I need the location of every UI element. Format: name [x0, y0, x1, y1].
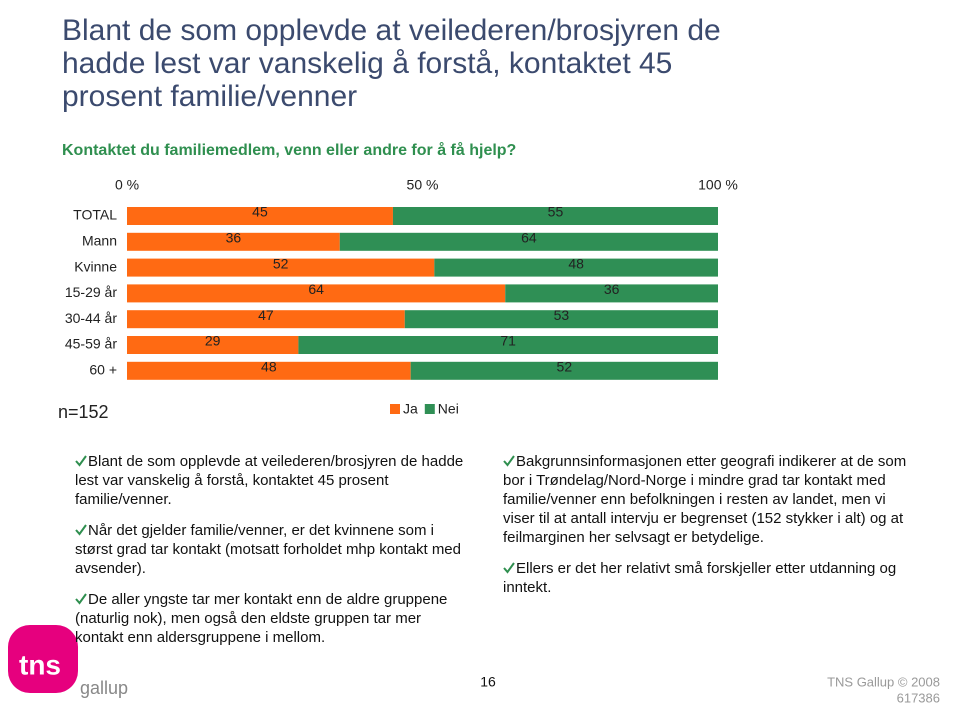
bullet-text: Bakgrunnsinformasjonen etter geografi in…: [503, 453, 907, 546]
value-label: 64: [308, 281, 324, 297]
y-tick-label: Mann: [82, 233, 117, 249]
legend-swatch: [424, 404, 435, 414]
value-label: 71: [500, 333, 516, 349]
bar-segment: [392, 207, 718, 225]
title-line: Blant de som opplevde at veilederen/bros…: [62, 14, 721, 47]
bullet: Når det gjelder familie/venner, er det k…: [75, 521, 470, 578]
bar-segment: [404, 310, 718, 329]
y-tick-label: TOTAL: [73, 207, 117, 223]
check-icon: [75, 524, 87, 536]
bar-segment: [298, 336, 718, 354]
bar-segment: [127, 361, 411, 380]
bullet: Ellers er det her relativt små forskjell…: [503, 559, 908, 597]
value-label: 55: [548, 204, 564, 220]
copyright: TNS Gallup © 2008: [827, 674, 940, 689]
title-line: prosent familie/venner: [62, 80, 358, 113]
logo: tns: [19, 649, 61, 680]
slide-title: Blant de som opplevde at veilederen/bros…: [62, 14, 721, 113]
check-icon: [75, 455, 87, 467]
bullet: Blant de som opplevde at veilederen/bros…: [75, 452, 470, 509]
value-label: 64: [521, 230, 537, 246]
page-number: 16: [480, 674, 496, 690]
subtitle: Kontaktet du familiemedlem, venn eller a…: [62, 142, 517, 159]
y-tick-label: 45-59 år: [65, 336, 117, 352]
value-label: 52: [557, 359, 573, 375]
logo-shape: [8, 625, 78, 693]
x-tick-label: 50 %: [407, 177, 439, 193]
legend-swatch: [390, 404, 400, 414]
logo-sub: gallup: [80, 678, 128, 698]
value-label: 48: [568, 255, 584, 271]
bar-segment: [127, 310, 405, 329]
value-label: 52: [273, 255, 289, 271]
doc-code: 617386: [897, 690, 940, 705]
y-tick-label: 15-29 år: [65, 284, 117, 300]
bullet-text: Når det gjelder familie/venner, er det k…: [75, 522, 461, 577]
bar-segment: [127, 258, 435, 277]
check-icon: [503, 455, 515, 467]
check-icon: [75, 593, 87, 605]
x-tick-label: 100 %: [698, 177, 738, 193]
bar-segment: [434, 258, 718, 277]
value-label: 45: [252, 204, 268, 220]
value-label: 36: [226, 230, 242, 246]
bar-segment: [410, 361, 718, 380]
bullet-text: Ellers er det her relativt små forskjell…: [503, 560, 897, 596]
value-label: 48: [261, 359, 277, 375]
bullets-right: Bakgrunnsinformasjonen etter geografi in…: [503, 452, 908, 609]
value-label: 29: [205, 333, 221, 349]
bar-segment: [127, 336, 299, 354]
bar-segment: [339, 232, 718, 251]
bar-segment: [505, 284, 718, 303]
check-icon: [503, 562, 515, 574]
value-label: 47: [258, 307, 274, 323]
bullets-left: Blant de som opplevde at veilederen/bros…: [75, 452, 470, 659]
bullet: Bakgrunnsinformasjonen etter geografi in…: [503, 452, 908, 547]
bar-segment: [127, 232, 340, 251]
value-label: 36: [604, 281, 620, 297]
title-line: hadde lest var vanskelig å forstå, konta…: [62, 47, 673, 80]
bullet: De aller yngste tar mer kontakt enn de a…: [75, 590, 470, 647]
y-tick-label: Kvinne: [74, 258, 117, 274]
y-tick-label: 30-44 år: [65, 310, 117, 326]
bullet-text: Blant de som opplevde at veilederen/bros…: [75, 453, 464, 508]
y-tick-label: 60 +: [89, 362, 117, 378]
legend-label: Nei: [438, 401, 459, 417]
legend-label: Ja: [403, 401, 418, 417]
bullet-text: De aller yngste tar mer kontakt enn de a…: [75, 591, 448, 646]
x-tick-label: 0 %: [115, 177, 139, 193]
bar-segment: [127, 207, 393, 225]
sample-size: n=152: [58, 402, 109, 422]
value-label: 53: [554, 307, 570, 323]
bar-segment: [127, 284, 506, 303]
